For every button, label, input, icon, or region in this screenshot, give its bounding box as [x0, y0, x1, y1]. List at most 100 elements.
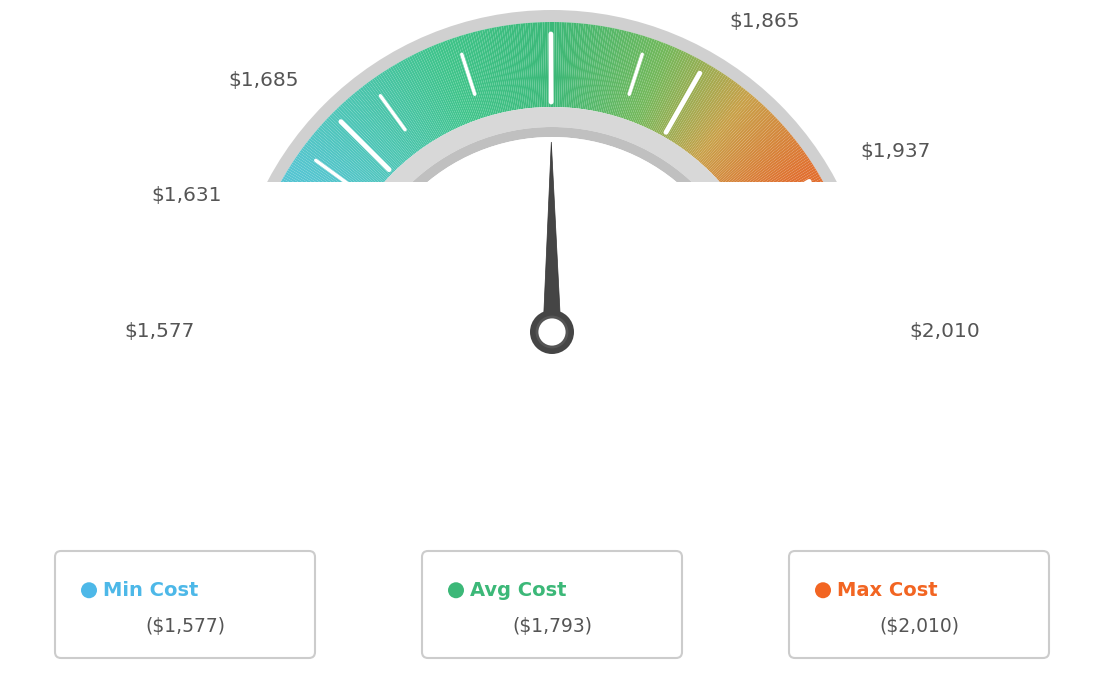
- Wedge shape: [745, 211, 838, 252]
- Wedge shape: [477, 30, 503, 128]
- Wedge shape: [671, 77, 730, 160]
- Wedge shape: [266, 209, 359, 250]
- Wedge shape: [242, 320, 342, 326]
- Wedge shape: [615, 37, 648, 132]
- Wedge shape: [733, 177, 821, 228]
- Wedge shape: [250, 259, 348, 284]
- Wedge shape: [609, 34, 638, 130]
- Wedge shape: [737, 187, 827, 235]
- Wedge shape: [559, 22, 564, 122]
- Wedge shape: [762, 305, 861, 315]
- Wedge shape: [326, 118, 400, 188]
- Wedge shape: [311, 135, 390, 199]
- Wedge shape: [660, 66, 714, 153]
- Wedge shape: [670, 76, 729, 159]
- Wedge shape: [687, 95, 753, 172]
- Wedge shape: [499, 26, 518, 125]
- Wedge shape: [656, 63, 708, 150]
- Wedge shape: [412, 55, 458, 145]
- Wedge shape: [341, 103, 411, 178]
- Wedge shape: [593, 28, 615, 126]
- Wedge shape: [300, 150, 382, 210]
- Wedge shape: [248, 264, 347, 288]
- Wedge shape: [244, 293, 343, 307]
- Wedge shape: [741, 196, 831, 241]
- Wedge shape: [752, 236, 848, 268]
- Wedge shape: [251, 255, 349, 282]
- Wedge shape: [264, 215, 358, 255]
- Wedge shape: [588, 27, 607, 126]
- Wedge shape: [580, 25, 596, 124]
- Wedge shape: [475, 31, 501, 128]
- Wedge shape: [274, 193, 364, 239]
- Wedge shape: [576, 24, 591, 124]
- Wedge shape: [712, 130, 789, 197]
- Wedge shape: [242, 322, 342, 327]
- Wedge shape: [683, 90, 747, 169]
- Wedge shape: [563, 23, 572, 122]
- Wedge shape: [760, 284, 859, 301]
- Wedge shape: [368, 81, 428, 163]
- Wedge shape: [749, 225, 843, 261]
- Wedge shape: [503, 26, 521, 125]
- Wedge shape: [728, 161, 813, 218]
- Wedge shape: [440, 42, 478, 136]
- Wedge shape: [665, 70, 720, 155]
- Wedge shape: [273, 196, 363, 241]
- Wedge shape: [645, 54, 691, 144]
- Wedge shape: [729, 164, 814, 219]
- Wedge shape: [743, 202, 835, 246]
- Wedge shape: [753, 243, 850, 273]
- Wedge shape: [298, 152, 381, 211]
- Wedge shape: [672, 79, 732, 161]
- Wedge shape: [328, 117, 401, 187]
- Wedge shape: [243, 300, 343, 313]
- Wedge shape: [667, 73, 724, 157]
- Wedge shape: [740, 193, 830, 239]
- Wedge shape: [583, 26, 601, 125]
- Wedge shape: [556, 22, 562, 122]
- Wedge shape: [677, 83, 739, 164]
- Wedge shape: [752, 239, 848, 270]
- Wedge shape: [285, 172, 372, 225]
- Wedge shape: [468, 33, 497, 130]
- Wedge shape: [535, 22, 542, 122]
- Wedge shape: [508, 25, 524, 124]
- Wedge shape: [243, 308, 342, 317]
- Wedge shape: [690, 98, 757, 175]
- Wedge shape: [316, 129, 393, 196]
- Text: $1,577: $1,577: [125, 322, 195, 342]
- Wedge shape: [697, 108, 767, 181]
- Wedge shape: [630, 45, 670, 138]
- Wedge shape: [720, 146, 802, 207]
- Wedge shape: [756, 257, 853, 283]
- Wedge shape: [327, 107, 777, 332]
- Wedge shape: [256, 239, 352, 270]
- Wedge shape: [372, 79, 432, 161]
- Wedge shape: [267, 206, 360, 248]
- Wedge shape: [304, 144, 385, 206]
- Wedge shape: [370, 80, 429, 162]
- Wedge shape: [669, 75, 726, 158]
- Wedge shape: [548, 22, 551, 122]
- Wedge shape: [746, 215, 840, 255]
- Wedge shape: [582, 25, 598, 124]
- Wedge shape: [637, 48, 680, 141]
- Wedge shape: [552, 22, 554, 122]
- Wedge shape: [262, 222, 355, 259]
- Wedge shape: [753, 241, 849, 272]
- Wedge shape: [470, 32, 498, 130]
- Wedge shape: [516, 24, 529, 124]
- Wedge shape: [335, 110, 406, 182]
- Wedge shape: [424, 48, 467, 141]
- Wedge shape: [636, 48, 678, 140]
- Wedge shape: [438, 43, 476, 137]
- Wedge shape: [704, 118, 778, 188]
- Wedge shape: [722, 150, 804, 210]
- Wedge shape: [410, 56, 457, 146]
- Wedge shape: [314, 132, 391, 198]
- Wedge shape: [290, 164, 375, 219]
- Wedge shape: [744, 206, 837, 248]
- Wedge shape: [307, 140, 388, 204]
- Text: $1,685: $1,685: [229, 70, 299, 90]
